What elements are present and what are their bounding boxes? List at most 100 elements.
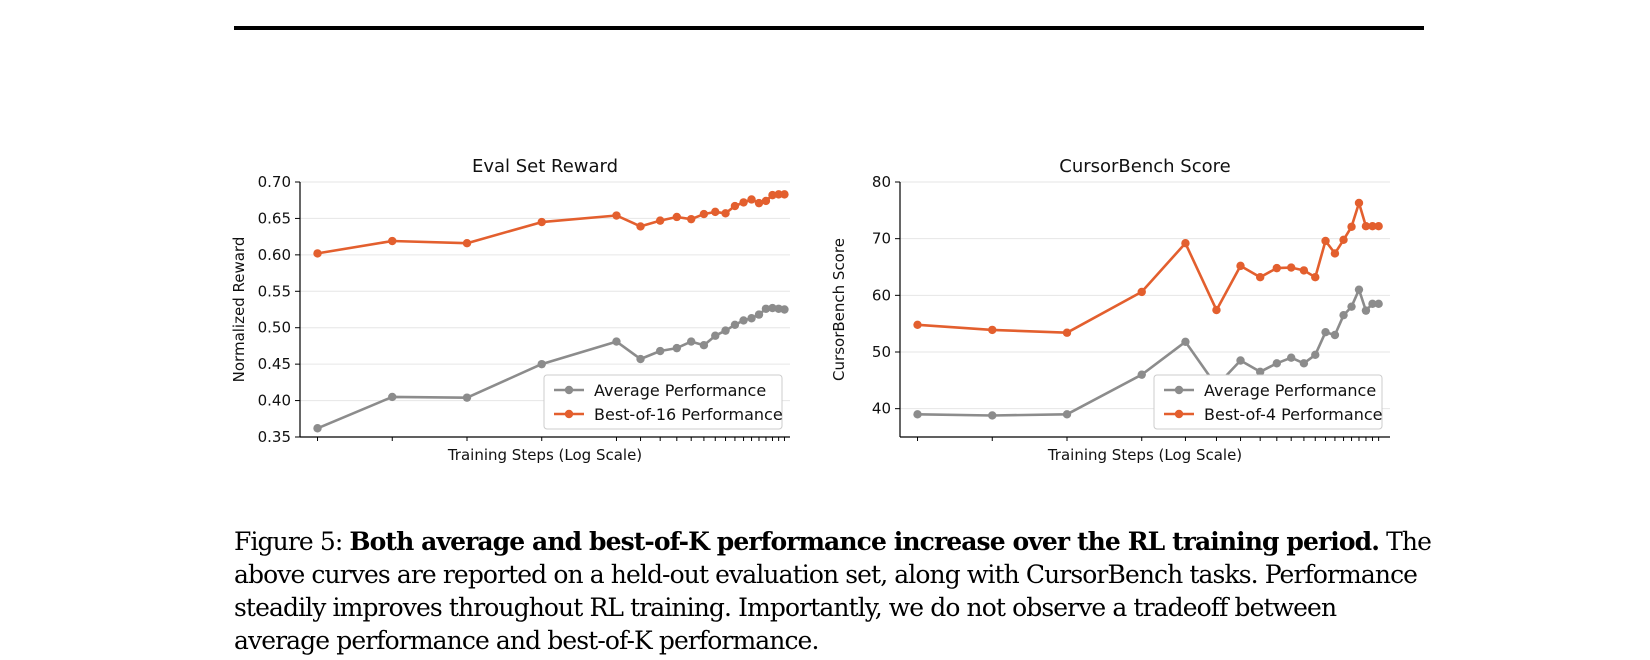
data-point-best-of-k xyxy=(1339,235,1348,244)
data-point-average xyxy=(1339,310,1348,320)
data-point-average xyxy=(687,337,696,346)
x-axis-title: Training Steps (Log Scale) xyxy=(1047,446,1242,464)
legend-box xyxy=(543,374,783,430)
data-point-average xyxy=(1368,299,1377,309)
y-tick-label: 70 xyxy=(872,230,891,248)
data-point-average xyxy=(612,337,621,346)
y-axis-title: Normalized Reward xyxy=(230,237,248,383)
data-point-average xyxy=(1255,367,1265,377)
data-point-average xyxy=(780,305,789,314)
data-point-best-of-k xyxy=(721,209,730,218)
eval-set-reward-chart: Eval Set Reward 0.35 0.40 0.45 0.50 0.55 0.60 0… xyxy=(230,156,790,464)
data-point-best-of-k xyxy=(739,198,748,207)
data-point-average xyxy=(1287,353,1296,362)
data-point-average xyxy=(739,316,748,325)
caption-text: The above curves are reported on a held-… xyxy=(234,527,1432,655)
data-point-average xyxy=(747,314,756,323)
data-point-average xyxy=(1181,337,1190,346)
legend-marker-swatch xyxy=(564,409,574,419)
data-point-best-of-k xyxy=(537,217,546,227)
data-point-best-of-k xyxy=(747,195,756,204)
data-point-average xyxy=(768,303,777,313)
y-axis-title: CursorBench Score xyxy=(830,238,848,381)
data-point-best-of-k xyxy=(1311,273,1320,282)
data-point-average xyxy=(313,424,322,433)
data-point-best-of-k xyxy=(711,207,720,217)
data-point-average xyxy=(1311,350,1320,360)
data-point-best-of-k xyxy=(768,190,777,200)
data-point-average xyxy=(730,320,740,329)
data-point-best-of-k xyxy=(655,216,665,225)
data-point-best-of-k xyxy=(1361,222,1371,231)
data-point-best-of-k xyxy=(1062,328,1072,337)
data-point-average xyxy=(913,410,922,419)
data-point-average xyxy=(754,310,764,319)
data-point-best-of-k xyxy=(687,214,696,224)
x-axis-title: Training Steps (Log Scale) xyxy=(447,446,642,464)
data-point-best-of-k xyxy=(1287,263,1296,272)
data-point-best-of-k xyxy=(774,190,783,199)
data-point-average xyxy=(1062,410,1072,419)
data-point-best-of-k xyxy=(1181,239,1190,248)
data-point-average xyxy=(655,346,665,356)
data-point-average xyxy=(1272,359,1282,368)
data-point-average xyxy=(699,341,709,350)
data-point-best-of-k xyxy=(1299,266,1309,275)
data-point-average xyxy=(1321,327,1330,337)
data-point-best-of-k xyxy=(1374,222,1383,231)
data-point-best-of-k xyxy=(913,320,922,329)
data-point-best-of-k xyxy=(730,201,740,211)
legend-entry: Best-of-4 Performance xyxy=(1204,405,1382,424)
y-tick-label: 0.45 xyxy=(258,355,291,373)
data-point-average xyxy=(1361,306,1371,315)
data-point-average xyxy=(537,359,546,369)
legend-entry: Average Performance xyxy=(1204,381,1376,400)
data-point-best-of-k xyxy=(462,239,472,248)
data-point-average xyxy=(462,393,472,402)
data-point-average xyxy=(721,326,730,335)
legend-marker-swatch xyxy=(1174,385,1184,395)
data-point-best-of-k xyxy=(1354,198,1364,208)
data-point-best-of-k xyxy=(1368,222,1377,231)
legend-box xyxy=(1153,374,1383,430)
data-point-best-of-k xyxy=(1137,287,1146,297)
data-point-best-of-k xyxy=(612,211,621,220)
data-point-best-of-k xyxy=(313,249,322,258)
legend-marker-swatch xyxy=(1174,409,1184,419)
data-point-average xyxy=(988,411,997,420)
y-tick-label: 0.40 xyxy=(258,392,291,410)
chart-title: Eval Set Reward xyxy=(472,156,618,177)
y-tick-label: 0.55 xyxy=(258,282,291,300)
figure-caption: Figure 5: Both average and best-of-K per… xyxy=(234,525,1434,657)
data-point-best-of-k xyxy=(1212,305,1221,315)
legend-entry: Average Performance xyxy=(594,381,766,400)
chart-title: CursorBench Score xyxy=(1059,156,1230,177)
data-point-average xyxy=(761,304,771,313)
cursorbench-score-chart: CursorBench Score 40 50 60 70 80 Training Step… xyxy=(830,156,1390,464)
data-point-best-of-k xyxy=(1347,222,1356,231)
data-point-average xyxy=(1354,285,1364,294)
data-point-best-of-k xyxy=(1321,236,1330,246)
data-point-average xyxy=(1236,356,1245,365)
series-line-best-of-k xyxy=(917,201,1379,334)
data-point-best-of-k xyxy=(388,236,397,246)
data-point-average xyxy=(672,343,682,353)
caption-label: Figure 5: xyxy=(234,527,343,556)
data-point-average xyxy=(388,392,397,402)
y-tick-label: 0.70 xyxy=(258,173,291,191)
data-point-best-of-k xyxy=(1272,263,1282,273)
data-point-average xyxy=(1299,359,1309,368)
y-tick-label: 0.65 xyxy=(258,209,291,227)
y-tick-label: 0.50 xyxy=(258,319,291,337)
y-tick-label: 80 xyxy=(872,173,891,191)
y-tick-label: 0.60 xyxy=(258,246,291,264)
data-point-average xyxy=(1347,302,1356,311)
series-line-best-of-k xyxy=(317,193,785,255)
top-rule xyxy=(234,26,1424,30)
data-point-best-of-k xyxy=(754,198,764,208)
data-point-best-of-k xyxy=(1236,261,1245,271)
caption-bold: Both average and best-of-K performance i… xyxy=(349,527,1380,556)
y-tick-label: 40 xyxy=(872,400,891,418)
data-point-average xyxy=(1330,330,1340,340)
data-point-best-of-k xyxy=(761,196,771,206)
